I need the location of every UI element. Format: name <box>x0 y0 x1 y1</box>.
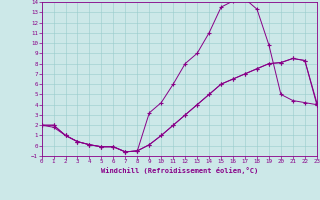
X-axis label: Windchill (Refroidissement éolien,°C): Windchill (Refroidissement éolien,°C) <box>100 167 258 174</box>
